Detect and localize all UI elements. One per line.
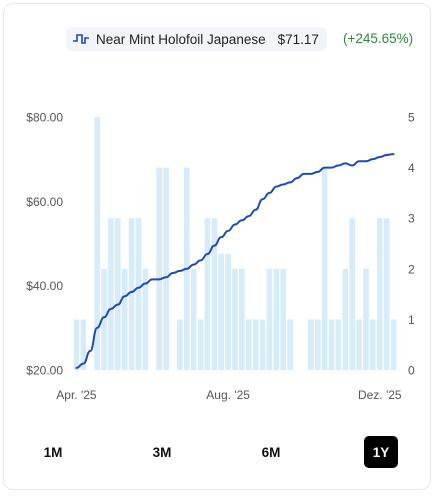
volume-bar: [108, 218, 114, 370]
volume-bar: [135, 218, 142, 370]
y-left-tick-label: $60.00: [26, 195, 63, 209]
series-legend[interactable]: Near Mint Holofoil Japanese $71.17: [66, 27, 327, 51]
volume-bar: [177, 319, 183, 370]
chart-card: Near Mint Holofoil Japanese $71.17 (+245…: [3, 3, 431, 490]
range-3m-button[interactable]: 3M: [145, 436, 179, 468]
range-1m-button[interactable]: 1M: [36, 436, 70, 468]
price-change: (+245.65%): [343, 31, 414, 46]
y-right-tick-label: 2: [408, 262, 415, 276]
y-left-tick-label: $20.00: [26, 364, 63, 378]
y-right-tick-label: 4: [408, 161, 415, 175]
range-6m-button[interactable]: 6M: [254, 436, 288, 468]
volume-bar: [363, 268, 369, 370]
volume-bar: [211, 218, 218, 370]
range-selector: 1M 3M 6M 1Y: [0, 432, 437, 476]
volume-bar: [259, 319, 266, 370]
volume-bar: [73, 319, 80, 370]
volume-bar: [225, 253, 231, 370]
y-right-tick-label: 3: [408, 212, 415, 226]
volume-bar: [390, 319, 397, 370]
volume-bar: [328, 319, 335, 370]
volume-bar: [273, 268, 280, 370]
volume-bar: [128, 218, 135, 370]
volume-bar: [142, 268, 149, 370]
volume-bar: [370, 319, 376, 370]
volume-bar: [383, 218, 390, 370]
volume-bar: [356, 319, 362, 370]
y-left-tick-label: $80.00: [26, 111, 63, 125]
volume-bar: [252, 319, 259, 370]
volume-bar: [114, 218, 121, 370]
volume-bar: [349, 218, 356, 370]
volume-bar: [101, 268, 107, 370]
volume-bar: [156, 167, 162, 370]
volume-bar: [239, 268, 245, 370]
x-tick-label: Apr. '25: [56, 388, 97, 402]
y-left-tick-label: $40.00: [26, 279, 63, 293]
price-line: [75, 153, 395, 369]
volume-bar: [335, 319, 342, 370]
volume-bar: [280, 268, 287, 370]
volume-bar: [204, 218, 211, 370]
volume-bar: [376, 218, 383, 370]
volume-bar: [232, 268, 238, 370]
price-chart: $20.00 $40.00 $60.00 $80.00 0 1 2 3 4 5 Apr. '25 Au…: [26, 111, 415, 403]
volume-bar: [308, 319, 314, 370]
volume-bar: [266, 268, 273, 370]
volume-bar: [321, 167, 328, 370]
volume-bar: [197, 319, 204, 370]
x-tick-label: Dez. '25: [358, 388, 402, 402]
y-right-tick-label: 1: [408, 313, 415, 327]
volume-bar: [163, 167, 169, 370]
series-label: Near Mint Holofoil Japanese: [96, 31, 266, 47]
series-price: $71.17: [277, 31, 319, 47]
y-right-tick-label: 5: [408, 111, 415, 125]
y-right-tick-label: 0: [408, 364, 415, 378]
volume-bar: [80, 319, 87, 370]
step-line-icon: [72, 32, 90, 46]
volume-bar: [314, 319, 321, 370]
volume-bar: [287, 319, 293, 370]
volume-bar: [190, 268, 197, 370]
volume-bar: [218, 253, 225, 370]
x-tick-label: Aug. '25: [206, 388, 250, 402]
volume-bar: [245, 319, 252, 370]
volume-bar: [94, 117, 100, 370]
volume-bar: [121, 268, 128, 370]
volume-bar: [342, 268, 349, 370]
range-1y-button[interactable]: 1Y: [364, 436, 398, 468]
